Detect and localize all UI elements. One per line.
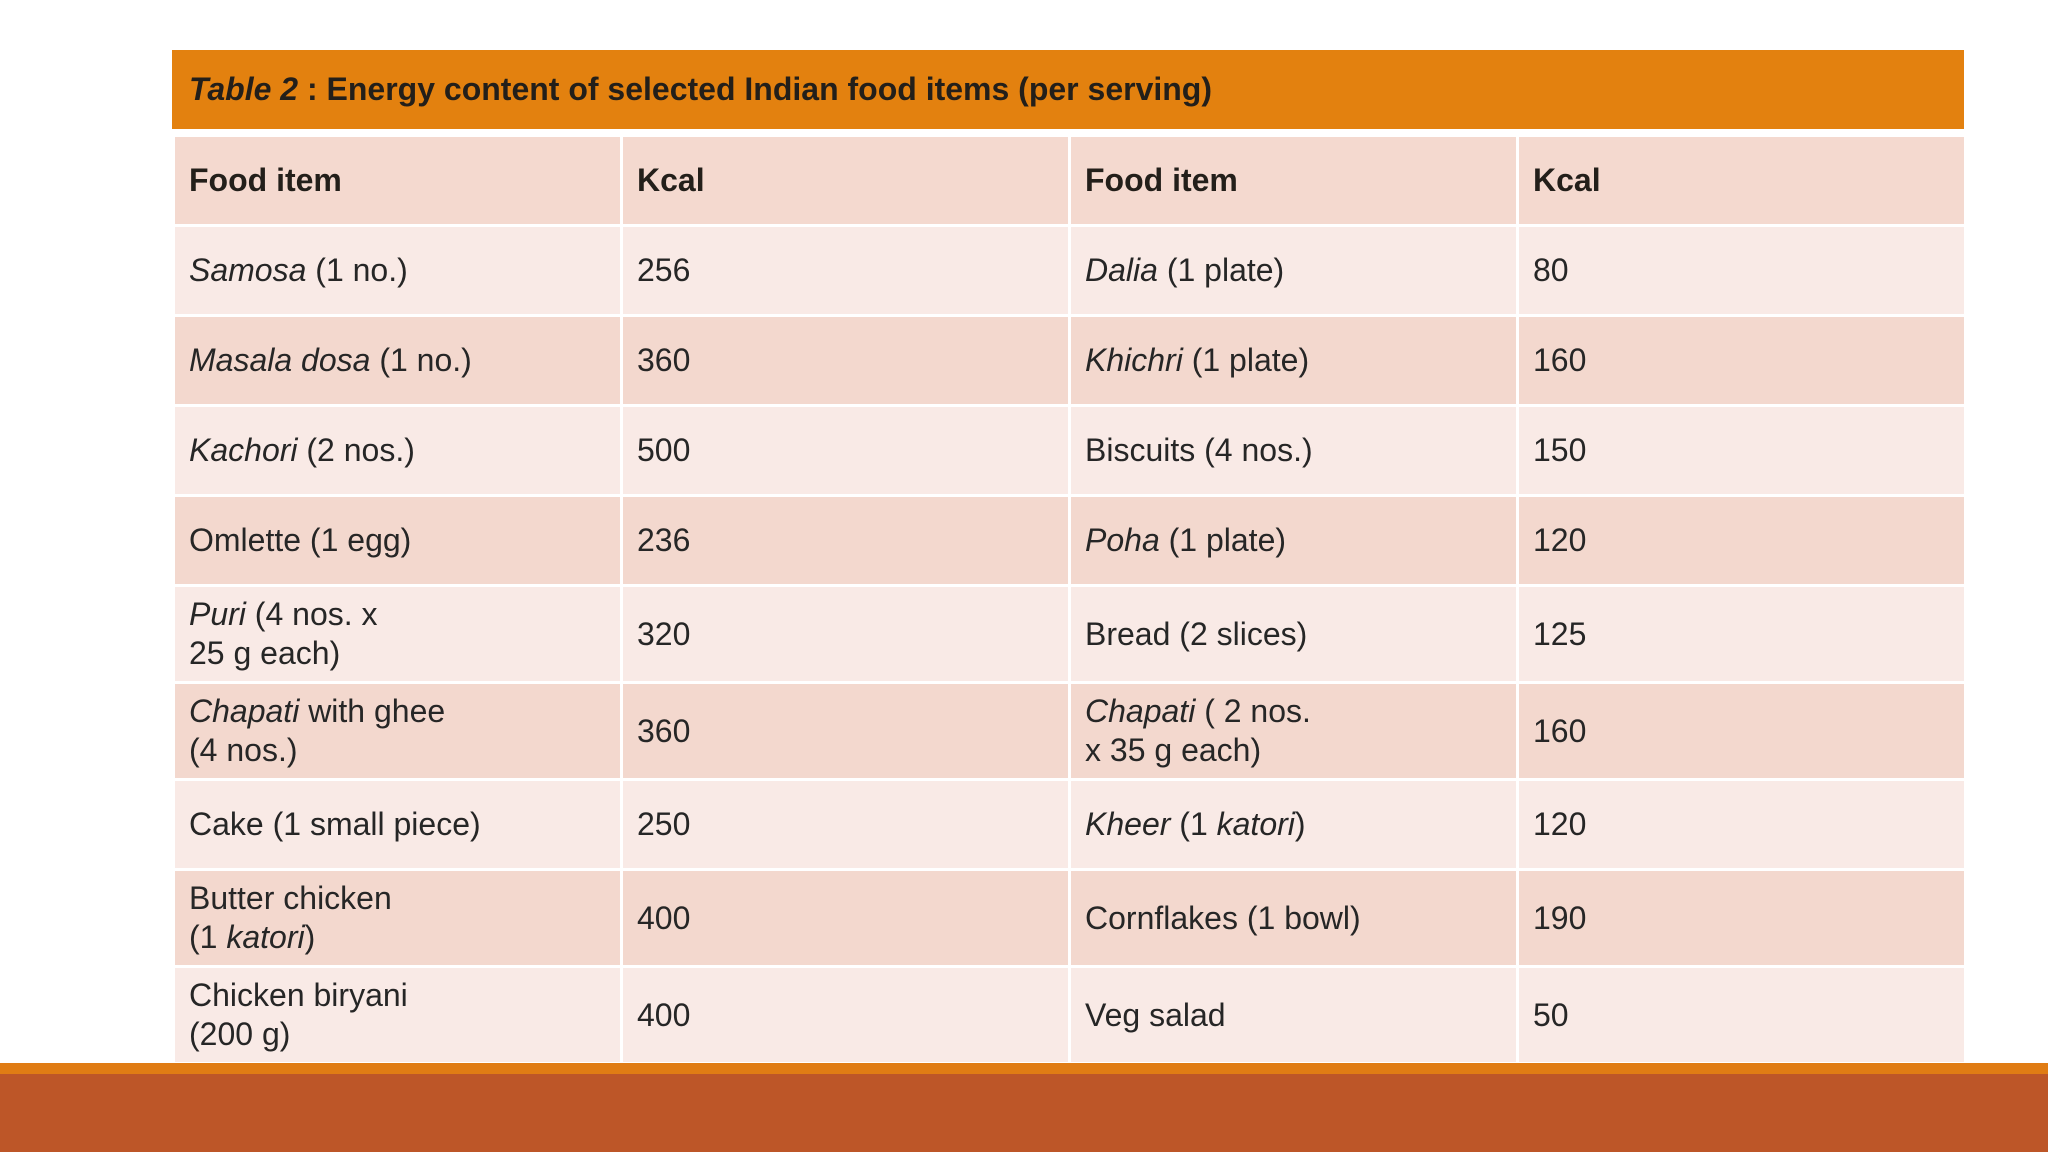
food-cell: Chapati ( 2 nos. x 35 g each) bbox=[1068, 681, 1519, 781]
food-name: Poha bbox=[1085, 522, 1160, 558]
food-portion-close: ) bbox=[1294, 806, 1306, 842]
header-food-item-2: Food item bbox=[1068, 134, 1519, 227]
footer-accent-line bbox=[0, 1063, 2048, 1074]
food-cell: Biscuits (4 nos.) bbox=[1068, 404, 1519, 497]
food-portion-line2: (200 g) bbox=[189, 1016, 291, 1052]
food-portion: (1 plate) bbox=[1157, 252, 1285, 288]
food-portion: (1 no.) bbox=[306, 252, 408, 288]
kcal-cell: 80 bbox=[1516, 224, 1967, 317]
food-cell: Chicken biryani (200 g) bbox=[172, 965, 623, 1065]
food-name: Chicken biryani bbox=[189, 977, 408, 1013]
food-portion: (1 plate) bbox=[1182, 342, 1310, 378]
kcal-cell: 360 bbox=[620, 681, 1071, 781]
kcal-cell: 360 bbox=[620, 314, 1071, 407]
food-portion-unit: katori bbox=[226, 919, 305, 955]
food-portion: (1 bbox=[1170, 806, 1217, 842]
food-cell: Veg salad bbox=[1068, 965, 1519, 1065]
kcal-cell: 50 bbox=[1516, 965, 1967, 1065]
kcal-cell: 250 bbox=[620, 778, 1071, 871]
food-portion-line2: x 35 g each) bbox=[1085, 732, 1262, 768]
food-portion: (1 plate) bbox=[1159, 522, 1287, 558]
kcal-cell: 400 bbox=[620, 965, 1071, 1065]
kcal-cell: 236 bbox=[620, 494, 1071, 587]
kcal-cell: 120 bbox=[1516, 494, 1967, 587]
food-portion-open: (1 bbox=[189, 919, 227, 955]
food-name: Chapati bbox=[1085, 693, 1196, 729]
kcal-cell: 256 bbox=[620, 224, 1071, 317]
food-portion-unit: katori bbox=[1216, 806, 1295, 842]
kcal-cell: 125 bbox=[1516, 584, 1967, 684]
food-portion: ( 2 nos. bbox=[1195, 693, 1311, 729]
food-name: Dalia bbox=[1085, 252, 1158, 288]
food-cell: Omlette (1 egg) bbox=[172, 494, 623, 587]
food-cell: Kachori (2 nos.) bbox=[172, 404, 623, 497]
table-row: Masala dosa (1 no.) 360 Khichri (1 plate… bbox=[172, 314, 1967, 407]
food-cell: Kheer (1 katori) bbox=[1068, 778, 1519, 871]
food-name: Kheer bbox=[1085, 806, 1171, 842]
food-cell: Cornflakes (1 bowl) bbox=[1068, 868, 1519, 968]
kcal-cell: 160 bbox=[1516, 681, 1967, 781]
table-title: Table 2 : Energy content of selected Ind… bbox=[172, 50, 1964, 134]
kcal-cell: 500 bbox=[620, 404, 1071, 497]
header-kcal-2: Kcal bbox=[1516, 134, 1967, 227]
table-row: Chapati with ghee (4 nos.) 360 Chapati ( … bbox=[172, 681, 1967, 781]
food-cell: Samosa (1 no.) bbox=[172, 224, 623, 317]
kcal-cell: 190 bbox=[1516, 868, 1967, 968]
food-portion: (2 nos.) bbox=[297, 432, 415, 468]
food-name: Samosa bbox=[189, 252, 307, 288]
food-cell: Puri (4 nos. x 25 g each) bbox=[172, 584, 623, 684]
kcal-cell: 150 bbox=[1516, 404, 1967, 497]
energy-table: Food item Kcal Food item Kcal Samosa (1 … bbox=[172, 134, 1967, 1065]
table-title-label: Table 2 bbox=[189, 71, 299, 107]
food-cell: Khichri (1 plate) bbox=[1068, 314, 1519, 407]
kcal-cell: 160 bbox=[1516, 314, 1967, 407]
table-row: Chicken biryani (200 g) 400 Veg salad 50 bbox=[172, 965, 1967, 1065]
food-name: Masala dosa bbox=[189, 342, 371, 378]
food-cell: Cake (1 small piece) bbox=[172, 778, 623, 871]
table-row: Kachori (2 nos.) 500 Biscuits (4 nos.) 1… bbox=[172, 404, 1967, 497]
table-row: Butter chicken (1 katori) 400 Cornflakes … bbox=[172, 868, 1967, 968]
food-portion: (4 nos. x bbox=[245, 596, 378, 632]
food-portion-line2: 25 g each) bbox=[189, 635, 341, 671]
food-portion: with ghee bbox=[299, 693, 446, 729]
food-cell: Bread (2 slices) bbox=[1068, 584, 1519, 684]
food-name: Puri bbox=[189, 596, 246, 632]
table-row: Samosa (1 no.) 256 Dalia (1 plate) 80 bbox=[172, 224, 1967, 317]
header-kcal-1: Kcal bbox=[620, 134, 1071, 227]
kcal-cell: 320 bbox=[620, 584, 1071, 684]
food-portion: (1 no.) bbox=[370, 342, 472, 378]
footer-bar bbox=[0, 1074, 2048, 1152]
kcal-cell: 400 bbox=[620, 868, 1071, 968]
food-cell: Dalia (1 plate) bbox=[1068, 224, 1519, 317]
table-row: Omlette (1 egg) 236 Poha (1 plate) 120 bbox=[172, 494, 1967, 587]
food-name: Butter chicken bbox=[189, 880, 392, 916]
food-name: Kachori bbox=[189, 432, 298, 468]
food-cell: Poha (1 plate) bbox=[1068, 494, 1519, 587]
food-cell: Chapati with ghee (4 nos.) bbox=[172, 681, 623, 781]
kcal-cell: 120 bbox=[1516, 778, 1967, 871]
food-cell: Masala dosa (1 no.) bbox=[172, 314, 623, 407]
table-title-text: : Energy content of selected Indian food… bbox=[298, 71, 1212, 107]
food-name: Chapati bbox=[189, 693, 300, 729]
table-header-row: Food item Kcal Food item Kcal bbox=[172, 134, 1967, 227]
table-row: Cake (1 small piece) 250 Kheer (1 katori… bbox=[172, 778, 1967, 871]
food-cell: Butter chicken (1 katori) bbox=[172, 868, 623, 968]
header-food-item-1: Food item bbox=[172, 134, 623, 227]
table-row: Puri (4 nos. x 25 g each) 320 Bread (2 sl… bbox=[172, 584, 1967, 684]
food-portion-line2: (4 nos.) bbox=[189, 732, 298, 768]
energy-table-container: Table 2 : Energy content of selected Ind… bbox=[172, 50, 1967, 1065]
food-name: Khichri bbox=[1085, 342, 1183, 378]
food-portion-close: ) bbox=[304, 919, 316, 955]
